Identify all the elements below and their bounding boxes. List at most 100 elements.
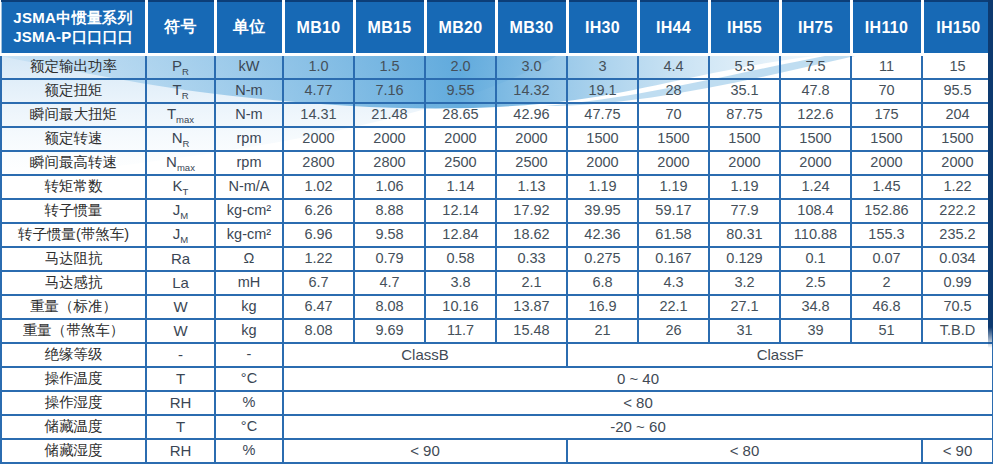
spec-row: 操作温度T°C0 ~ 40 — [1, 367, 993, 391]
spec-value-cell: 108.4 — [780, 199, 851, 223]
spec-value-cell: 0.129 — [709, 247, 780, 271]
spec-value-cell: 4.7 — [354, 271, 425, 295]
header-row: JSMA中惯量系列 JSMA-P口口口口 符号 单位 MB10MB15MB20M… — [1, 1, 993, 55]
spec-value-cell: 4.3 — [638, 271, 709, 295]
spec-value-cell: 2000 — [709, 151, 780, 175]
spec-value-cell: 27.1 — [709, 295, 780, 319]
row-label: 重量（带煞车） — [1, 319, 146, 343]
spec-value-cell: 15.48 — [496, 319, 567, 343]
spec-value-cell: 2 — [851, 271, 922, 295]
spec-value-cell: 2000 — [922, 151, 993, 175]
spec-value-cell: 2800 — [354, 151, 425, 175]
row-symbol: La — [146, 271, 215, 295]
spec-value-cell: 6.8 — [567, 271, 638, 295]
spec-value-cell: 17.92 — [496, 199, 567, 223]
row-unit: kg — [215, 295, 283, 319]
spec-row: 转矩常数KTN-m/A1.021.061.141.131.191.191.191… — [1, 175, 993, 199]
spec-value-cell: 35.1 — [709, 79, 780, 103]
spec-value-cell: 14.32 — [496, 79, 567, 103]
spec-value-cell: 8.08 — [354, 295, 425, 319]
spec-value-cell: 0.58 — [425, 247, 496, 271]
spec-value-cell: 2500 — [425, 151, 496, 175]
spec-row: 瞬间最高转速Nmaxrpm280028002500250020002000200… — [1, 151, 993, 175]
row-label: 马达阻抗 — [1, 247, 146, 271]
spec-value-cell: 13.87 — [496, 295, 567, 319]
symbol-subscript: max — [176, 114, 194, 125]
spec-value-cell: 42.96 — [496, 103, 567, 127]
spec-value-cell: 95.5 — [922, 79, 993, 103]
spec-value-cell: 175 — [851, 103, 922, 127]
spec-row: 储藏湿度RH%< 90< 80< 90 — [1, 439, 993, 463]
spec-value-cell: 122.6 — [780, 103, 851, 127]
spec-value-cell: 2000 — [354, 127, 425, 151]
spec-merged-cell: -20 ~ 60 — [283, 415, 993, 439]
spec-value-cell: 110.88 — [780, 223, 851, 247]
spec-row: 重量（带煞车）Wkg8.089.6911.715.482126313951T.B… — [1, 319, 993, 343]
spec-value-cell: 21.48 — [354, 103, 425, 127]
spec-value-cell: 61.58 — [638, 223, 709, 247]
spec-value-cell: 70 — [851, 79, 922, 103]
row-label: 操作湿度 — [1, 391, 146, 415]
spec-value-cell: 155.3 — [851, 223, 922, 247]
column-header-unit: 单位 — [215, 1, 283, 55]
spec-row: 操作湿度RH%< 80 — [1, 391, 993, 415]
spec-value-cell: 11 — [851, 55, 922, 80]
spec-table: JSMA中惯量系列 JSMA-P口口口口 符号 单位 MB10MB15MB20M… — [0, 0, 993, 464]
symbol-subscript: R — [182, 138, 189, 149]
spec-value-cell: 2.1 — [496, 271, 567, 295]
spec-value-cell: 1.19 — [638, 175, 709, 199]
spec-value-cell: 0.167 — [638, 247, 709, 271]
symbol-base: T — [176, 418, 185, 435]
spec-value-cell: 2800 — [283, 151, 354, 175]
spec-value-cell: T.B.D — [922, 319, 993, 343]
row-symbol: NR — [146, 127, 215, 151]
row-unit: °C — [215, 415, 283, 439]
spec-value-cell: 0.034 — [922, 247, 993, 271]
spec-merged-cell: < 90 — [922, 439, 993, 463]
row-symbol: RH — [146, 439, 215, 463]
column-header-model: IH150 — [922, 1, 993, 55]
spec-value-cell: 87.75 — [709, 103, 780, 127]
spec-value-cell: 222.2 — [922, 199, 993, 223]
spec-value-cell: 46.8 — [851, 295, 922, 319]
row-symbol: JM — [146, 223, 215, 247]
spec-value-cell: 19.1 — [567, 79, 638, 103]
column-header-model: MB15 — [354, 1, 425, 55]
spec-value-cell: 2.0 — [425, 55, 496, 80]
row-unit: rpm — [215, 127, 283, 151]
spec-value-cell: 3 — [567, 55, 638, 80]
row-label: 瞬间最高转速 — [1, 151, 146, 175]
row-unit: °C — [215, 367, 283, 391]
spec-value-cell: 9.58 — [354, 223, 425, 247]
spec-row: 储藏温度T°C-20 ~ 60 — [1, 415, 993, 439]
spec-value-cell: 15 — [922, 55, 993, 80]
spec-value-cell: 0.79 — [354, 247, 425, 271]
spec-value-cell: 12.14 — [425, 199, 496, 223]
symbol-subscript: M — [180, 234, 188, 245]
spec-value-cell: 77.9 — [709, 199, 780, 223]
row-unit: - — [215, 343, 283, 367]
row-label: 绝缘等级 — [1, 343, 146, 367]
symbol-subscript: T — [183, 186, 189, 197]
spec-value-cell: 1.19 — [567, 175, 638, 199]
symbol-base: Ra — [171, 250, 190, 267]
symbol-base: RH — [170, 394, 192, 411]
spec-value-cell: 31 — [709, 319, 780, 343]
spec-value-cell: 6.96 — [283, 223, 354, 247]
row-label: 重量（标准） — [1, 295, 146, 319]
row-label: 瞬间最大扭矩 — [1, 103, 146, 127]
spec-value-cell: 4.4 — [638, 55, 709, 80]
spec-value-cell: 1500 — [780, 127, 851, 151]
spec-value-cell: 18.62 — [496, 223, 567, 247]
spec-row: 额定转速NRrpm2000200020002000150015001500150… — [1, 127, 993, 151]
row-symbol: W — [146, 319, 215, 343]
table-title-line2: JSMA-P口口口口 — [2, 28, 145, 47]
row-label: 额定输出功率 — [1, 55, 146, 80]
spec-value-cell: 2000 — [567, 151, 638, 175]
spec-value-cell: 8.08 — [283, 319, 354, 343]
spec-value-cell: 0.33 — [496, 247, 567, 271]
row-unit: kg — [215, 319, 283, 343]
spec-value-cell: 1500 — [709, 127, 780, 151]
row-unit: N-m — [215, 103, 283, 127]
spec-value-cell: 42.36 — [567, 223, 638, 247]
